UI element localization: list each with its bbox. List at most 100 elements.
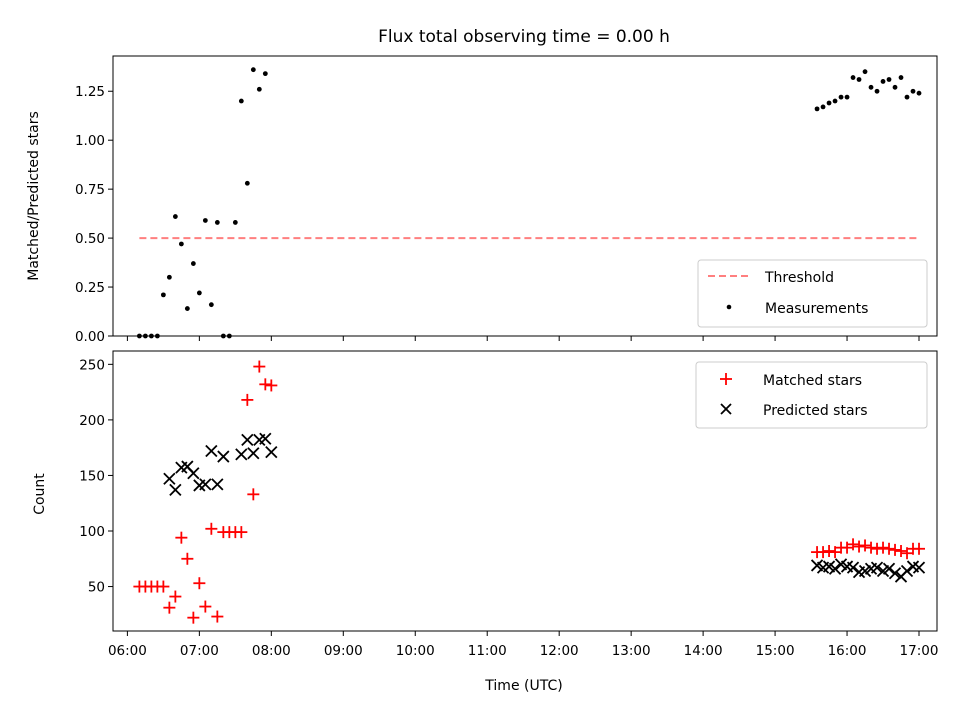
measurement-point (178, 241, 184, 247)
matched-point (193, 577, 206, 590)
matched-point (889, 543, 902, 556)
measurement-point (838, 94, 844, 100)
matched-point (211, 610, 224, 623)
ratio-panel-frame (112, 55, 938, 337)
measurement-point (820, 104, 826, 110)
count-panel: 50 100 150 200 250 06:00 07:00 08:00 09:00 10:00… (32, 350, 939, 694)
measurement-point (904, 94, 910, 100)
measurement-point (856, 77, 862, 82)
matched-point (853, 540, 866, 553)
measurement-point (232, 220, 238, 225)
measurement-point (262, 71, 268, 77)
predicted-point (828, 562, 842, 575)
predicted-point (241, 433, 254, 447)
threshold-legend-label: Threshold (764, 270, 834, 286)
matched-point (877, 541, 890, 554)
matched-point (823, 545, 836, 557)
matched-point (175, 531, 188, 544)
x-tick-label: 17:00 (900, 643, 939, 659)
count-panel-frame (112, 350, 938, 632)
x-tick-label: 13:00 (612, 643, 651, 659)
predicted-legend-swatch (720, 403, 732, 415)
measurement-point (190, 261, 196, 266)
count-y-tick-label: 200 (79, 413, 105, 429)
x-tick-label: 08:00 (252, 643, 291, 659)
measurement-point (898, 75, 904, 80)
predicted-point (912, 561, 926, 574)
matched-point (187, 611, 200, 624)
measurement-point (868, 84, 874, 90)
matched-point (883, 542, 896, 555)
predicted-point (888, 567, 902, 580)
matched-point (259, 378, 272, 391)
predicted-point (900, 564, 914, 578)
predicted-point (259, 432, 272, 445)
predicted-point (870, 561, 884, 574)
measurement-point (214, 220, 220, 225)
measurement-point (880, 79, 886, 84)
x-tick-label: 14:00 (684, 643, 723, 659)
measurement-point (184, 306, 190, 311)
predicted-point (235, 448, 248, 461)
measurement-point (862, 69, 868, 75)
ratio-y-tick-label: 0.00 (75, 329, 105, 345)
measurement-point (160, 292, 166, 298)
count-legend: Matched stars Predicted stars (695, 361, 928, 429)
count-y-tick-label: 100 (79, 524, 105, 540)
ratio-panel: 0.00 0.25 0.50 0.75 1.00 1.25 Matched/Predict… (26, 55, 938, 345)
measurement-point (256, 86, 262, 92)
x-tick-label: 07:00 (180, 643, 219, 659)
measurement-point (874, 88, 880, 94)
matched-point (241, 393, 254, 406)
measurement-point (202, 218, 208, 223)
measurement-point (172, 214, 178, 219)
count-y-tick-label: 150 (79, 468, 105, 484)
predicted-point (247, 447, 260, 460)
predicted-point (211, 478, 224, 491)
ratio-y-axis-label: Matched/Predicted stars (26, 111, 42, 281)
measurement-point (250, 67, 256, 73)
count-y-tick-label: 50 (88, 580, 105, 596)
ratio-y-tick-label: 0.25 (75, 280, 105, 296)
matched-point (157, 580, 170, 593)
measurement-point (826, 100, 832, 106)
measurement-point (850, 75, 856, 80)
ratio-y-tick-label: 1.00 (75, 133, 105, 149)
measurement-point (166, 274, 172, 280)
measurement-point (886, 77, 892, 82)
ratio-legend: Threshold Measurements (697, 259, 928, 328)
ratio-y-tick-label: 1.25 (75, 84, 105, 100)
x-tick-label: 06:00 (108, 643, 147, 659)
measurement-point (238, 98, 244, 104)
x-tick-label: 10:00 (396, 643, 435, 659)
measurement-point (832, 98, 838, 104)
predicted-point (187, 467, 200, 480)
x-tick-label: 15:00 (756, 643, 795, 659)
count-y-tick-label: 250 (79, 357, 105, 373)
ratio-y-tick-label: 0.50 (75, 231, 105, 247)
predicted-point (882, 562, 896, 575)
predicted-point (846, 561, 860, 574)
matched-point (859, 539, 872, 552)
predicted-point (163, 472, 176, 485)
matched-legend-swatch (720, 373, 732, 385)
measurement-point (910, 88, 916, 94)
matched-point (895, 545, 908, 557)
measurement-point (892, 84, 898, 90)
matched-point (199, 600, 212, 613)
matched-point (205, 522, 218, 535)
x-tick-label: 12:00 (540, 643, 579, 659)
measurement-point (208, 302, 214, 308)
matched-point (163, 601, 176, 614)
predicted-legend-label: Predicted stars (763, 403, 868, 419)
x-axis-label: Time (UTC) (484, 678, 562, 694)
x-tick-label: 11:00 (468, 643, 507, 659)
matched-point (253, 360, 266, 373)
measurement-point (844, 94, 850, 100)
measurement-point (814, 106, 820, 112)
x-tick-label: 09:00 (324, 643, 363, 659)
measurement-point (916, 90, 922, 96)
matched-legend-label: Matched stars (763, 373, 862, 389)
measurement-point (244, 180, 250, 186)
